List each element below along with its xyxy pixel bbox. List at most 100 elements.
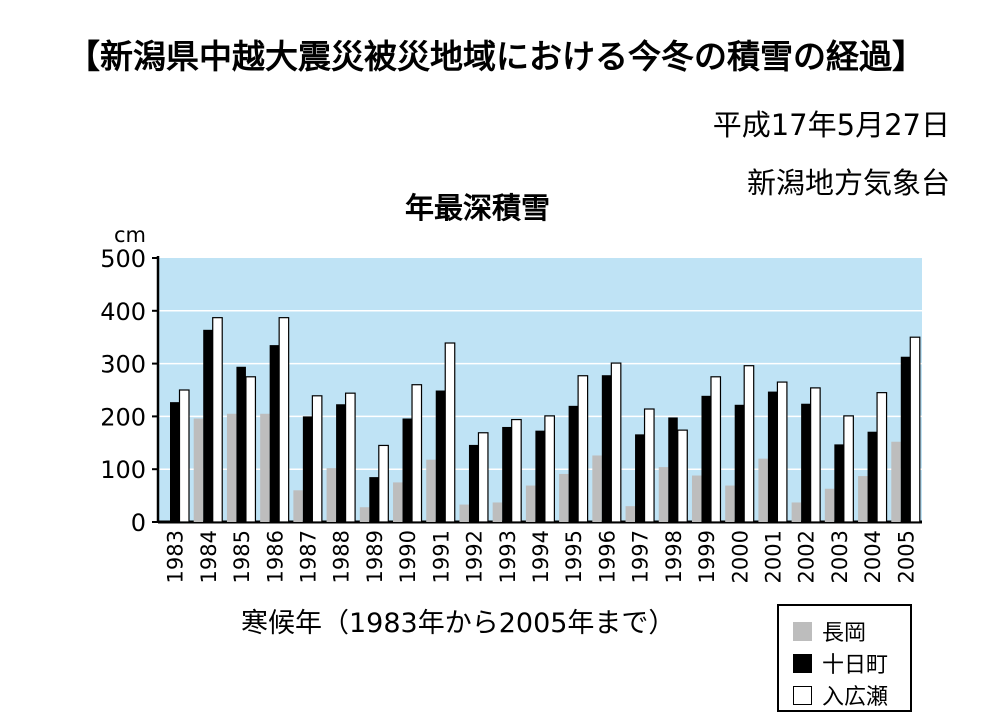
bar-nagaoka-2000 bbox=[725, 485, 735, 522]
bar-nagaoka-2004 bbox=[858, 476, 868, 522]
y-tick-label: 400 bbox=[100, 298, 146, 326]
x-tick-label: 1991 bbox=[429, 530, 453, 583]
bar-nagaoka-1989 bbox=[359, 507, 370, 522]
bar-irihirose-2001 bbox=[776, 381, 788, 523]
x-tick-label: 1996 bbox=[595, 530, 619, 583]
chart-title: 年最深積雪 bbox=[405, 191, 551, 225]
bar-tokamachi-1988 bbox=[336, 404, 346, 522]
bar-nagaoka-2001 bbox=[758, 458, 768, 522]
legend-item-tokamachi: 十日町 bbox=[793, 650, 889, 678]
bar-irihirose-1994 bbox=[544, 415, 555, 523]
x-tick-label: 1993 bbox=[496, 530, 520, 583]
bar-irihirose-1983 bbox=[178, 389, 190, 523]
bar-irihirose-2002 bbox=[810, 387, 821, 523]
bar-tokamachi-1998 bbox=[668, 417, 678, 522]
x-tick-label: 2005 bbox=[894, 530, 918, 583]
bar-irihirose-1993 bbox=[511, 418, 522, 523]
x-tick-label: 1986 bbox=[263, 530, 287, 583]
x-tick-label: 1990 bbox=[396, 530, 420, 583]
bar-irihirose-1991 bbox=[444, 342, 456, 523]
x-tick-label: 2003 bbox=[828, 530, 852, 583]
bar-tokamachi-2002 bbox=[801, 403, 811, 522]
bar-tokamachi-1996 bbox=[601, 375, 612, 522]
x-tick-label: 1985 bbox=[230, 530, 254, 583]
bar-nagaoka-1997 bbox=[625, 506, 636, 522]
bar-tokamachi-1984 bbox=[203, 329, 213, 522]
bar-nagaoka-1995 bbox=[559, 473, 569, 522]
x-tick-label: 1989 bbox=[363, 530, 387, 583]
bar-irihirose-2004 bbox=[876, 392, 888, 523]
bar-nagaoka-1994 bbox=[525, 485, 536, 522]
x-tick-label: 1994 bbox=[529, 530, 553, 583]
bar-nagaoka-1999 bbox=[691, 475, 702, 522]
release-date: 平成17年5月27日 bbox=[712, 108, 950, 142]
bar-irihirose-1992 bbox=[477, 432, 489, 523]
issuing-office: 新潟地方気象台 bbox=[746, 166, 950, 200]
bar-nagaoka-2002 bbox=[791, 502, 802, 522]
legend-label-tokamachi: 十日町 bbox=[822, 653, 889, 678]
bar-tokamachi-1991 bbox=[435, 390, 446, 522]
bar-irihirose-1995 bbox=[577, 375, 589, 523]
bar-tokamachi-1992 bbox=[468, 444, 479, 522]
bar-tokamachi-1993 bbox=[502, 426, 512, 522]
bar-tokamachi-1985 bbox=[236, 366, 246, 522]
bar-tokamachi-2000 bbox=[734, 404, 745, 522]
y-tick-label: 200 bbox=[100, 403, 146, 431]
bar-nagaoka-1990 bbox=[393, 482, 403, 522]
bar-nagaoka-1987 bbox=[293, 490, 303, 522]
bar-tokamachi-1999 bbox=[701, 395, 711, 522]
bar-nagaoka-1993 bbox=[492, 502, 503, 522]
legend-label-irihirose: 入広瀬 bbox=[822, 685, 889, 710]
x-tick-label: 2004 bbox=[861, 530, 885, 583]
bar-irihirose-2005 bbox=[909, 336, 921, 523]
y-tick-label: 0 bbox=[131, 509, 146, 537]
bar-irihirose-1988 bbox=[344, 392, 356, 523]
bar-tokamachi-1986 bbox=[269, 345, 280, 522]
bar-tokamachi-2001 bbox=[767, 391, 778, 522]
bar-tokamachi-1989 bbox=[369, 477, 379, 522]
bar-irihirose-2000 bbox=[743, 365, 755, 523]
bar-irihirose-1986 bbox=[278, 317, 290, 523]
x-tick-label: 2001 bbox=[762, 530, 786, 583]
bar-tokamachi-1994 bbox=[535, 430, 545, 522]
bar-nagaoka-1988 bbox=[326, 468, 337, 522]
x-tick-label: 2000 bbox=[728, 530, 752, 583]
bar-tokamachi-1983 bbox=[170, 402, 180, 522]
bar-nagaoka-1998 bbox=[658, 467, 669, 522]
bar-irihirose-2003 bbox=[843, 415, 854, 523]
bar-tokamachi-1995 bbox=[568, 405, 579, 522]
page-title: 【新潟県中越大震災被災地域における今冬の積雪の経過】 bbox=[67, 37, 925, 76]
y-tick-label: 500 bbox=[100, 245, 146, 273]
bar-irihirose-1984 bbox=[212, 317, 223, 523]
x-tick-label: 2002 bbox=[795, 530, 819, 583]
bar-nagaoka-2003 bbox=[824, 488, 835, 522]
bar-nagaoka-1985 bbox=[226, 413, 237, 522]
legend-swatch-nagaoka bbox=[793, 621, 812, 641]
bar-tokamachi-2004 bbox=[867, 431, 878, 522]
legend-item-irihirose: 入広瀬 bbox=[793, 682, 889, 710]
y-tick-label: 100 bbox=[100, 456, 146, 484]
bar-nagaoka-1996 bbox=[592, 455, 602, 522]
bar-nagaoka-1984 bbox=[193, 418, 204, 522]
legend-swatch-irihirose bbox=[793, 685, 812, 705]
x-tick-label: 1995 bbox=[562, 530, 586, 583]
x-tick-label: 1992 bbox=[463, 530, 487, 583]
bar-tokamachi-1987 bbox=[302, 416, 313, 522]
bar-irihirose-1999 bbox=[710, 376, 722, 523]
bar-tokamachi-2005 bbox=[900, 356, 911, 522]
bar-nagaoka-1992 bbox=[459, 504, 469, 522]
legend: 長岡 十日町 入広瀬 bbox=[777, 604, 912, 712]
x-tick-label: 1987 bbox=[296, 530, 320, 583]
x-tick-label: 1984 bbox=[197, 530, 221, 583]
x-tick-label: 1983 bbox=[164, 530, 188, 583]
bar-tokamachi-2003 bbox=[834, 444, 844, 522]
x-tick-label: 1988 bbox=[330, 530, 354, 583]
bar-irihirose-1987 bbox=[311, 395, 323, 523]
bar-irihirose-1997 bbox=[643, 408, 655, 523]
bar-irihirose-1990 bbox=[411, 384, 423, 523]
x-tick-label: 1999 bbox=[695, 530, 719, 583]
bar-tokamachi-1990 bbox=[402, 418, 413, 522]
bar-nagaoka-2005 bbox=[891, 441, 901, 522]
bar-nagaoka-1991 bbox=[426, 459, 436, 522]
